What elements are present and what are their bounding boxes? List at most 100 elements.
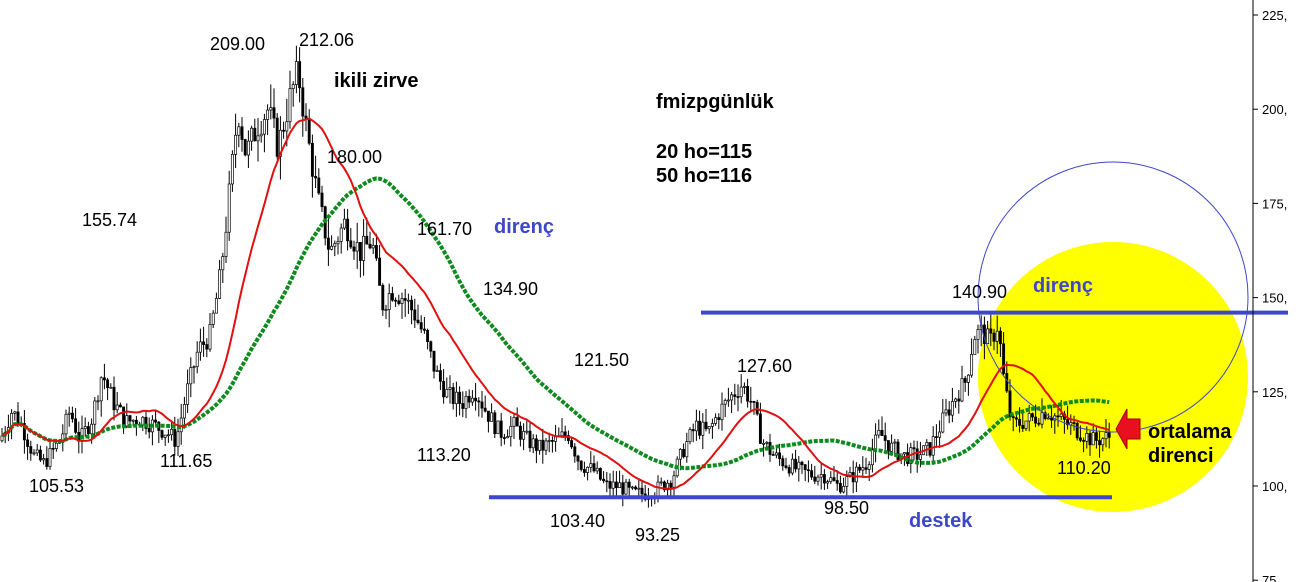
price-label: 180.00 [327, 147, 382, 167]
candle-body [790, 458, 794, 474]
candle-body [918, 454, 922, 460]
candle-body [813, 476, 817, 482]
candle-body [1034, 416, 1038, 424]
candle-body [429, 341, 433, 352]
candle-body [202, 341, 206, 345]
candle-body [800, 461, 804, 466]
candle-body [294, 61, 298, 85]
candle-body [1030, 413, 1034, 418]
candle-body [406, 299, 410, 302]
candle-body [422, 328, 426, 331]
candle-body [1091, 432, 1095, 446]
candle-body [1043, 412, 1047, 419]
annotation-support: destek [909, 510, 973, 532]
candle-body [48, 447, 52, 467]
candle-body [550, 440, 554, 442]
candle-body [666, 482, 670, 491]
candle-body [173, 429, 177, 447]
candle-body [522, 431, 526, 440]
candle-body [128, 415, 132, 422]
candle-body [931, 436, 935, 456]
annotation-ma-resistance-1: ortalama [1148, 421, 1232, 443]
candle-body [1066, 419, 1070, 426]
candle-body [170, 429, 174, 436]
candle-body [730, 394, 734, 401]
candle-body [698, 420, 702, 436]
candle-body [774, 452, 778, 456]
candle-body [256, 135, 260, 142]
candle-body [1069, 422, 1073, 426]
candle-body [45, 458, 49, 467]
y-tick-label: 150, [1262, 291, 1287, 306]
candle-body [176, 431, 180, 447]
candle-body [826, 481, 830, 484]
candlestick-series [0, 45, 1111, 508]
candle-body [688, 429, 692, 442]
y-tick-label: 225, [1262, 8, 1287, 23]
price-label: 134.90 [483, 279, 538, 299]
y-tick-label: 75 [1262, 573, 1276, 582]
candle-body [352, 246, 356, 252]
candle-body [963, 378, 967, 383]
candle-body [198, 341, 202, 353]
annotation-resistance-2: direnç [1033, 275, 1093, 297]
candle-body [397, 300, 401, 304]
candle-body [528, 430, 532, 449]
highlight-circle-outline [977, 161, 1249, 433]
candle-body [467, 395, 471, 403]
candle-body [534, 438, 538, 451]
candle-body [403, 298, 407, 301]
candle-body [576, 455, 580, 462]
candle-body [22, 423, 26, 441]
candle-body [1005, 373, 1009, 392]
candle-body [237, 126, 241, 136]
candle-body [477, 400, 481, 403]
candle-body [214, 298, 218, 314]
candle-body [934, 436, 938, 439]
candle-body [38, 449, 42, 461]
candle-body [947, 409, 951, 416]
price-label: 155.74 [82, 210, 137, 230]
candle-body [445, 388, 449, 398]
candle-body [602, 478, 606, 482]
ma-fast-line [1, 117, 1110, 491]
candle-body [13, 411, 17, 414]
candle-body [35, 449, 39, 454]
candle-body [944, 409, 948, 414]
candle-body [512, 417, 516, 427]
candle-body [925, 442, 929, 447]
candle-body [515, 417, 519, 427]
price-label: 113.20 [417, 445, 471, 465]
candle-body [438, 370, 442, 382]
candle-body [474, 397, 478, 402]
candle-body [269, 107, 273, 111]
candle-body [701, 421, 705, 436]
candle-body [592, 463, 596, 472]
candle-body [227, 183, 231, 233]
candle-body [710, 423, 714, 427]
candle-body [310, 142, 314, 177]
candle-body [1002, 343, 1006, 374]
candle-body [253, 127, 257, 142]
candle-body [147, 428, 151, 433]
candle-body [1037, 422, 1041, 425]
candle-body [179, 417, 183, 433]
candle-body [480, 401, 484, 409]
arrow-left-icon [1115, 408, 1141, 450]
candle-body [624, 481, 628, 495]
candle-body [582, 469, 586, 473]
candle-body [525, 430, 529, 433]
candle-body [810, 470, 814, 478]
candle-body [448, 387, 452, 390]
candle-body [486, 410, 490, 422]
candle-body [819, 474, 823, 478]
candle-body [874, 434, 878, 451]
candle-body [435, 370, 439, 372]
candle-body [410, 299, 414, 311]
candle-body [266, 109, 270, 120]
candle-body [733, 394, 737, 397]
candle-body [502, 437, 506, 439]
candle-body [282, 129, 286, 132]
candle-body [90, 423, 94, 435]
candle-body [384, 309, 388, 311]
